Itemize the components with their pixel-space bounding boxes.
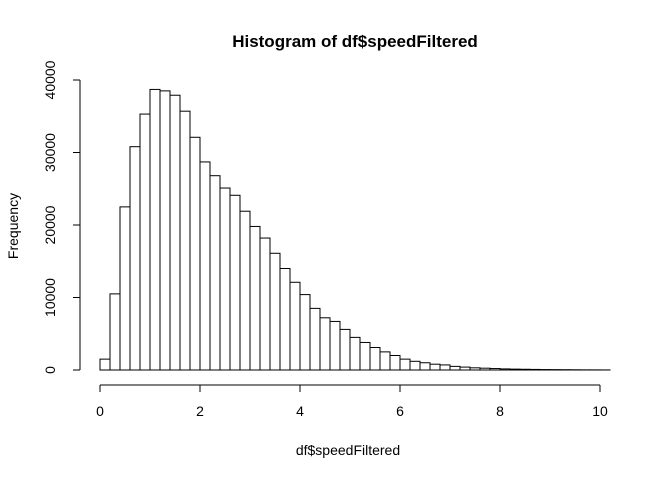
histogram-bar xyxy=(339,328,351,371)
histogram-bar xyxy=(419,362,431,371)
histogram-bar xyxy=(439,364,451,371)
histogram-bar xyxy=(359,341,371,371)
histogram-bar xyxy=(119,206,131,371)
histogram-bar xyxy=(329,320,341,371)
histogram-bar xyxy=(229,194,241,371)
y-tick-label: 20000 xyxy=(42,205,58,244)
histogram-bar xyxy=(379,351,391,371)
histogram-bar xyxy=(409,360,421,371)
x-tick-label: 0 xyxy=(96,403,104,419)
histogram-bar xyxy=(149,88,161,371)
y-tick-label: 40000 xyxy=(42,60,58,99)
histogram-bar xyxy=(109,293,121,371)
x-tick-label: 6 xyxy=(396,403,404,419)
histogram-bar xyxy=(309,307,321,371)
histogram-bar xyxy=(279,268,291,371)
histogram-bars xyxy=(99,88,611,371)
x-tick-label: 2 xyxy=(196,403,204,419)
histogram-bar xyxy=(259,237,271,371)
histogram-bar xyxy=(179,110,191,371)
histogram-bar xyxy=(189,136,201,371)
histogram-bar xyxy=(449,365,461,371)
histogram-bar xyxy=(199,161,211,371)
y-axis: 0 10000 20000 30000 40000 xyxy=(42,60,81,374)
histogram-bar xyxy=(139,113,151,371)
y-tick-label: 30000 xyxy=(42,133,58,172)
histogram-bar xyxy=(429,363,441,371)
histogram-bar xyxy=(169,94,181,371)
histogram-bar xyxy=(369,347,381,371)
histogram-bar xyxy=(399,358,411,371)
histogram-bar xyxy=(159,90,171,371)
chart-title: Histogram of df$speedFiltered xyxy=(232,32,478,51)
y-tick-label: 0 xyxy=(42,366,58,374)
histogram-bar xyxy=(249,225,261,371)
y-tick-label: 10000 xyxy=(42,278,58,317)
histogram-bar xyxy=(269,252,281,371)
x-axis-label: df$speedFiltered xyxy=(296,442,400,458)
histogram-bar xyxy=(209,175,221,371)
histogram-bar xyxy=(289,281,301,371)
histogram-bar xyxy=(99,358,111,371)
histogram-bar xyxy=(349,336,361,371)
histogram-bar xyxy=(299,294,311,371)
x-tick-label: 4 xyxy=(296,403,304,419)
histogram-bar xyxy=(239,210,251,371)
histogram-bar xyxy=(319,317,331,371)
x-tick-label: 8 xyxy=(496,403,504,419)
x-tick-label: 10 xyxy=(592,403,608,419)
histogram-bar xyxy=(219,187,231,371)
histogram-bar xyxy=(129,146,141,371)
y-axis-label: Frequency xyxy=(5,193,21,259)
histogram-bar xyxy=(389,355,401,371)
x-axis: 0 2 4 6 8 10 xyxy=(96,384,608,419)
